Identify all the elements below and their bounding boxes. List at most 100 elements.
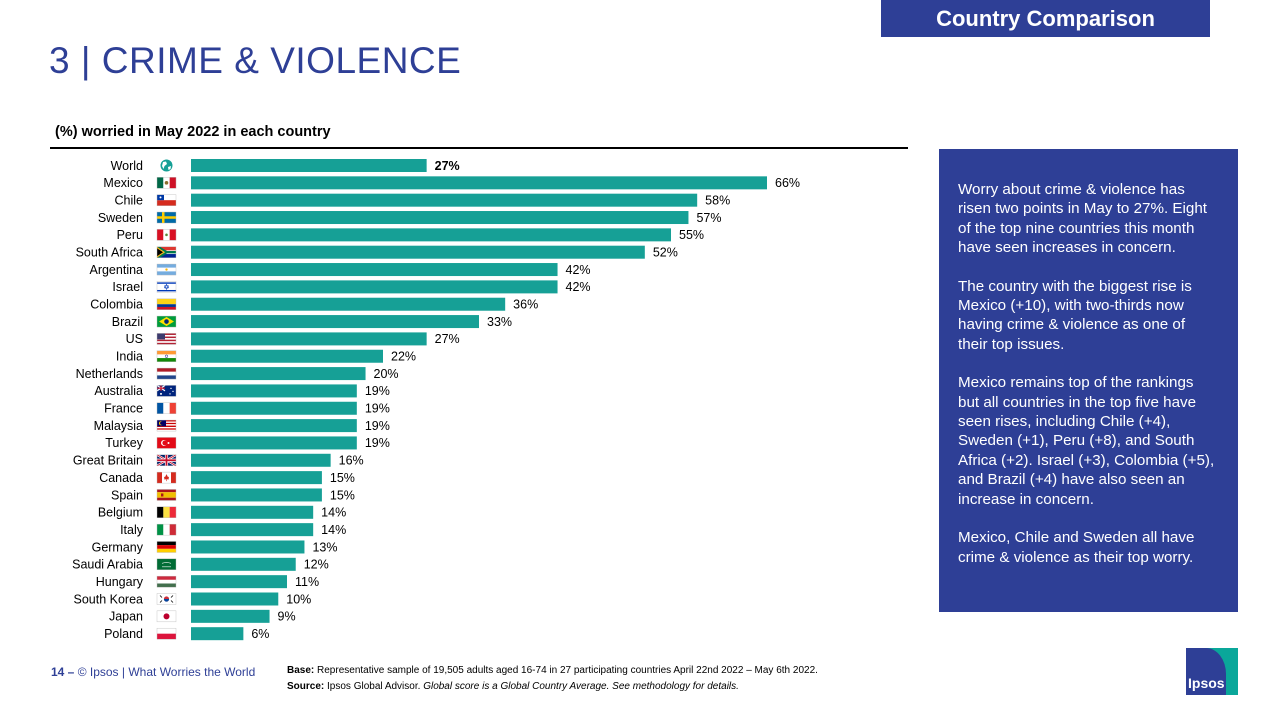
data-label-belgium: 14% (321, 506, 346, 520)
bar-great-britain (191, 453, 331, 467)
data-label-great-britain: 16% (339, 454, 364, 468)
data-label-brazil: 33% (487, 315, 512, 329)
bar-germany (191, 540, 305, 554)
category-label-italy: Italy (120, 523, 144, 537)
flag-us-icon (156, 333, 177, 345)
category-label-france: France (104, 402, 143, 416)
commentary-paragraph-2: The country with the biggest rise is Mex… (958, 277, 1192, 353)
bar-sweden (191, 211, 689, 225)
category-label-colombia: Colombia (90, 298, 143, 312)
category-label-turkey: Turkey (105, 436, 143, 450)
flag-chile-icon (156, 194, 177, 206)
bar-south-korea (191, 592, 279, 606)
data-label-us: 27% (435, 332, 460, 346)
flag-peru-icon (156, 229, 177, 241)
data-label-italy: 14% (321, 523, 346, 537)
bar-colombia (191, 297, 506, 311)
category-label-australia: Australia (94, 384, 143, 398)
data-label-world: 27% (435, 159, 460, 173)
page-title: 3 | CRIME & VIOLENCE (49, 40, 462, 81)
bar-turkey (191, 436, 357, 450)
chart-title-rule (50, 147, 908, 149)
bar-mexico (191, 176, 767, 190)
data-label-canada: 15% (330, 471, 355, 485)
flag-mexico-icon (156, 177, 177, 189)
bar-south-africa (191, 245, 645, 259)
data-label-mexico: 66% (775, 176, 800, 190)
category-label-israel: Israel (112, 280, 143, 294)
flag-south-korea-icon (156, 593, 177, 605)
category-label-mexico: Mexico (103, 176, 143, 190)
category-label-india: India (116, 350, 143, 364)
footer-notes: Base: Representative sample of 19,505 ad… (287, 663, 818, 695)
flag-argentina-icon (156, 263, 177, 276)
category-label-malaysia: Malaysia (94, 419, 143, 433)
category-label-hungary: Hungary (96, 575, 144, 589)
data-label-malaysia: 19% (365, 419, 390, 433)
category-label-us: US (126, 332, 143, 346)
chart-title: (%) worried in May 2022 in each country (55, 124, 331, 140)
data-label-france: 19% (365, 402, 390, 416)
category-label-belgium: Belgium (98, 506, 143, 520)
flag-netherlands-icon (156, 367, 177, 380)
category-label-peru: Peru (117, 228, 143, 242)
bar-australia (191, 384, 357, 398)
ipsos-logo: Ipsos (1186, 648, 1238, 695)
bar-belgium (191, 505, 314, 519)
bar-saudi-arabia (191, 557, 296, 571)
flag-saudi-arabia-icon (156, 558, 177, 571)
bar-world (191, 159, 427, 172)
data-label-israel: 42% (566, 280, 591, 294)
category-label-chile: Chile (115, 193, 144, 207)
flag-australia-icon (156, 384, 177, 397)
data-label-germany: 13% (312, 540, 337, 554)
flag-brazil-icon (156, 315, 177, 328)
data-label-india: 22% (391, 350, 416, 364)
data-label-colombia: 36% (513, 298, 538, 312)
bar-japan (191, 609, 270, 623)
footer-credit: 14 – © Ipsos | What Worries the World (51, 665, 255, 679)
data-label-japan: 9% (278, 610, 296, 624)
credit-text: © Ipsos | What Worries the World (77, 665, 256, 679)
category-label-south-korea: South Korea (74, 592, 144, 606)
data-label-chile: 58% (705, 193, 730, 207)
bar-france (191, 401, 357, 415)
flag-colombia-icon (156, 298, 177, 310)
flag-south-africa-icon (156, 246, 177, 258)
commentary-panel: Worry about crime & violence has risen t… (939, 149, 1238, 612)
data-label-peru: 55% (679, 228, 704, 242)
data-label-saudi-arabia: 12% (304, 558, 329, 572)
flag-italy-icon (156, 523, 177, 536)
data-label-spain: 15% (330, 488, 355, 502)
flag-sweden-icon (156, 211, 177, 224)
category-label-canada: Canada (99, 471, 143, 485)
flag-poland-icon (156, 627, 177, 640)
bar-malaysia (191, 419, 357, 433)
globe-icon (160, 159, 173, 172)
data-label-argentina: 42% (566, 263, 591, 277)
data-label-poland: 6% (251, 627, 269, 641)
data-label-south-korea: 10% (286, 592, 311, 606)
bar-peru (191, 228, 671, 242)
data-label-sweden: 57% (696, 211, 721, 225)
flag-belgium-icon (156, 506, 177, 518)
bar-brazil (191, 315, 479, 329)
bar-netherlands (191, 367, 366, 381)
category-label-saudi-arabia: Saudi Arabia (72, 558, 143, 572)
category-label-spain: Spain (111, 488, 143, 502)
bar-poland (191, 627, 244, 641)
section-tag: Country Comparison (881, 0, 1210, 37)
category-label-sweden: Sweden (98, 211, 143, 225)
data-label-netherlands: 20% (374, 367, 399, 381)
category-label-great-britain: Great Britain (73, 454, 143, 468)
commentary-paragraph-1: Worry about crime & violence has risen t… (958, 181, 1208, 257)
data-label-australia: 19% (365, 384, 390, 398)
flag-germany-icon (156, 541, 177, 553)
bar-italy (191, 523, 314, 537)
flag-turkey-icon (156, 437, 177, 449)
commentary-paragraph-3: Mexico remains top of the rankings but a… (958, 374, 1215, 508)
bar-us (191, 332, 427, 346)
data-label-south-africa: 52% (653, 246, 678, 260)
category-label-poland: Poland (104, 627, 143, 641)
bar-israel (191, 280, 558, 294)
